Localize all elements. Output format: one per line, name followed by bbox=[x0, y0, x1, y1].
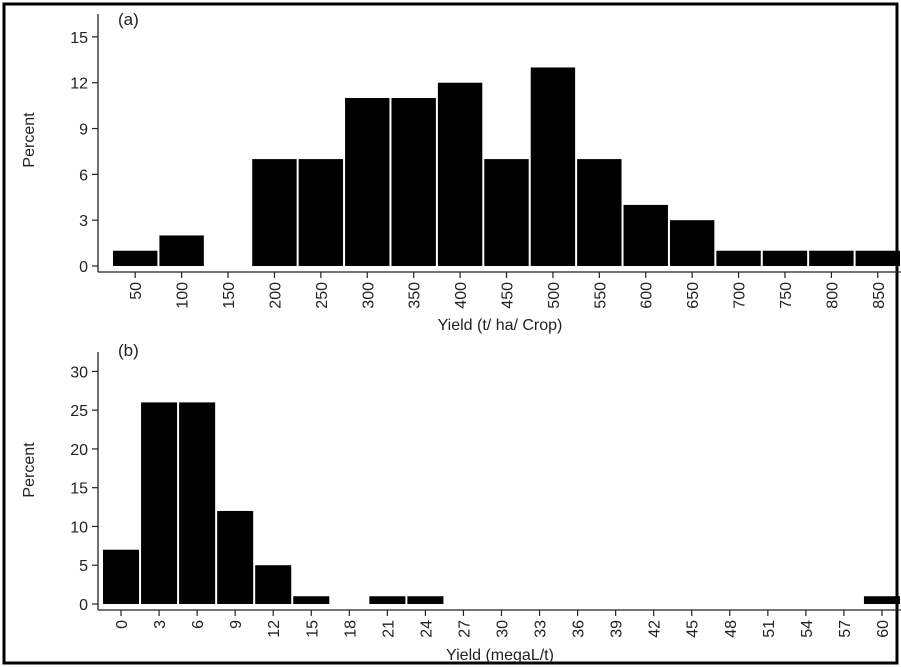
x-tick-label: 500 bbox=[546, 282, 563, 309]
panel-a-histogram: (a) Yield (t/ ha/ Crop) Percent 0 3 6 9 12 15… bbox=[21, 10, 901, 334]
panel-b-histogram: (b) Yield (megaL/t) Percent 051015202530… bbox=[21, 341, 901, 664]
x-tick-label: 30 bbox=[495, 620, 512, 638]
y-tick-label: 10 bbox=[70, 519, 88, 536]
histogram-bar bbox=[437, 82, 483, 267]
histogram-bar bbox=[577, 159, 622, 266]
histogram-bar bbox=[484, 159, 529, 266]
panel-b-label: (b) bbox=[118, 341, 139, 360]
x-tick-label: 3 bbox=[152, 620, 169, 629]
histogram-bar bbox=[391, 98, 436, 266]
histogram-bar bbox=[669, 220, 715, 266]
histogram-bar bbox=[293, 596, 330, 604]
panel-a-label: (a) bbox=[118, 10, 139, 29]
panel-b-y-axis-label: Percent bbox=[21, 442, 38, 498]
histogram-bar bbox=[141, 402, 178, 604]
y-tick-label: 6 bbox=[79, 167, 88, 184]
y-tick-label: 5 bbox=[79, 558, 88, 575]
panel-a-y-axis-label: Percent bbox=[21, 112, 38, 168]
histogram-bar bbox=[255, 565, 292, 604]
x-tick-label: 400 bbox=[453, 282, 470, 309]
x-tick-label: 700 bbox=[732, 282, 749, 309]
x-tick-label: 15 bbox=[304, 620, 321, 638]
x-tick-label: 21 bbox=[380, 620, 397, 638]
x-tick-label: 54 bbox=[799, 620, 816, 638]
histogram-bar bbox=[530, 67, 576, 266]
panel-b-x-axis-label: Yield (megaL/t) bbox=[446, 647, 554, 664]
histogram-bar bbox=[179, 402, 216, 604]
x-tick-label: 300 bbox=[360, 282, 377, 309]
x-tick-label: 450 bbox=[500, 282, 517, 309]
x-tick-label: 0 bbox=[114, 620, 131, 629]
x-tick-label: 150 bbox=[221, 282, 238, 309]
y-tick-label: 0 bbox=[79, 597, 88, 614]
x-tick-label: 50 bbox=[128, 282, 145, 300]
x-tick-label: 45 bbox=[685, 620, 702, 638]
x-tick-label: 550 bbox=[592, 282, 609, 309]
histogram-bar bbox=[716, 250, 761, 266]
x-tick-label: 9 bbox=[228, 620, 245, 629]
x-tick-label: 51 bbox=[761, 620, 778, 638]
x-tick-label: 33 bbox=[533, 620, 550, 638]
histogram-bar bbox=[809, 250, 854, 266]
x-tick-label: 850 bbox=[871, 282, 888, 309]
histogram-bar bbox=[762, 250, 808, 266]
y-tick-label: 12 bbox=[70, 76, 88, 93]
histogram-bar bbox=[863, 596, 900, 604]
x-tick-label: 18 bbox=[342, 620, 359, 638]
histogram-bar bbox=[623, 204, 668, 266]
x-tick-label: 57 bbox=[837, 620, 854, 638]
x-tick-label: 200 bbox=[267, 282, 284, 309]
y-tick-label: 15 bbox=[70, 481, 88, 498]
y-tick-label: 9 bbox=[79, 122, 88, 139]
x-tick-label: 6 bbox=[190, 620, 207, 629]
y-tick-label: 25 bbox=[70, 403, 88, 420]
x-tick-label: 36 bbox=[571, 620, 588, 638]
x-tick-label: 27 bbox=[456, 620, 473, 638]
x-tick-label: 650 bbox=[685, 282, 702, 309]
histogram-bar bbox=[298, 159, 344, 266]
x-tick-label: 42 bbox=[647, 620, 664, 638]
y-tick-label: 20 bbox=[70, 442, 88, 459]
panel-a-x-axis-label: Yield (t/ ha/ Crop) bbox=[438, 317, 563, 334]
histogram-bar bbox=[345, 98, 390, 266]
y-tick-label: 15 bbox=[70, 30, 88, 47]
histogram-bar bbox=[217, 510, 254, 604]
x-tick-label: 60 bbox=[875, 620, 892, 638]
y-tick-label: 3 bbox=[79, 213, 88, 230]
histogram-bar bbox=[252, 159, 297, 266]
histogram-bar bbox=[159, 235, 204, 266]
histogram-bar bbox=[103, 549, 140, 604]
histogram-bar bbox=[369, 596, 406, 604]
histogram-bar bbox=[407, 596, 444, 604]
y-tick-label: 0 bbox=[79, 259, 88, 276]
x-tick-label: 12 bbox=[266, 620, 283, 638]
x-tick-label: 750 bbox=[778, 282, 795, 309]
x-tick-label: 350 bbox=[407, 282, 424, 309]
x-tick-label: 600 bbox=[639, 282, 656, 309]
x-tick-label: 800 bbox=[824, 282, 841, 309]
histogram-bar bbox=[113, 250, 158, 266]
x-tick-label: 250 bbox=[314, 282, 331, 309]
x-tick-label: 39 bbox=[609, 620, 626, 638]
y-tick-label: 30 bbox=[70, 364, 88, 381]
histogram-bar bbox=[855, 250, 900, 266]
x-tick-label: 24 bbox=[418, 620, 435, 638]
x-tick-label: 100 bbox=[175, 282, 192, 309]
x-tick-label: 48 bbox=[723, 620, 740, 638]
